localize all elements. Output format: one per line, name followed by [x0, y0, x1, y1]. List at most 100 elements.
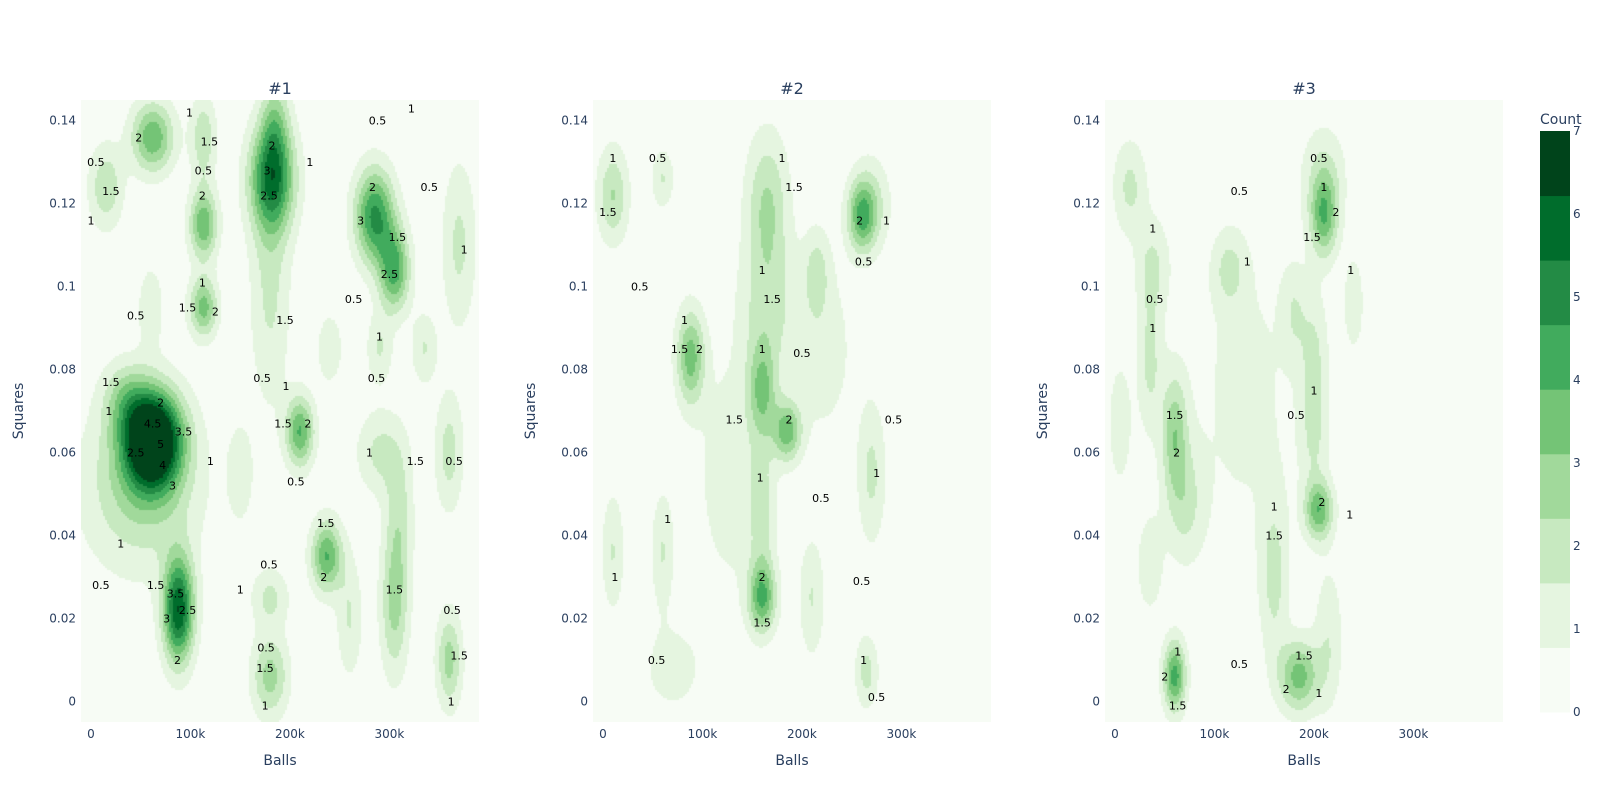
- contour-label: 2: [1283, 683, 1290, 696]
- contour-label: 1.5: [389, 231, 407, 244]
- contour-label: 0.5: [868, 691, 886, 704]
- y-tick-label: 0.04: [561, 528, 588, 542]
- contour-heatmap: [593, 100, 991, 722]
- y-tick-label: 0.06: [561, 445, 588, 459]
- contour-label: 1: [873, 467, 880, 480]
- contour-label: 1: [376, 330, 383, 343]
- contour-label: 0.5: [369, 115, 387, 128]
- y-tick-label: 0.12: [1073, 197, 1100, 211]
- contour-label: 1.5: [407, 455, 425, 468]
- y-axis-title: Squares: [523, 383, 539, 440]
- colorbar-tick-label: 1: [1573, 622, 1581, 636]
- contour-label: 2: [696, 343, 703, 356]
- y-tick-label: 0.14: [49, 114, 76, 128]
- contour-label: 1.5: [1295, 650, 1313, 663]
- contour-label: 2: [157, 397, 164, 410]
- contour-label: 1: [461, 243, 468, 256]
- contour-label: 1: [1244, 256, 1251, 269]
- contour-heatmap: [81, 100, 479, 722]
- x-tick-label: 0: [599, 727, 607, 741]
- subplot-title: #1: [268, 79, 292, 98]
- contour-label: 1.5: [599, 206, 617, 219]
- contour-label: 1: [757, 471, 764, 484]
- colorbar-tick-label: 6: [1573, 207, 1581, 221]
- contour-fill: [593, 100, 991, 722]
- contour-label: 1.5: [1265, 529, 1283, 542]
- contour-label: 1: [448, 695, 455, 708]
- contour-label: 2: [856, 214, 863, 227]
- contour-label: 2.5: [381, 268, 399, 281]
- contour-label: 3: [357, 214, 364, 227]
- x-tick-label: 100k: [688, 727, 718, 741]
- y-tick-label: 0.1: [57, 280, 76, 294]
- colorbar-band: [1540, 518, 1570, 584]
- contour-label: 1: [117, 538, 124, 551]
- x-tick-label: 200k: [1299, 727, 1329, 741]
- y-axis-title: Squares: [1035, 383, 1051, 440]
- contour-label: 0.5: [648, 654, 666, 667]
- contour-label: 1: [1271, 500, 1278, 513]
- contour-label: 2: [135, 131, 142, 144]
- colorbar-band: [1540, 131, 1570, 197]
- contour-label: 0.5: [1310, 152, 1328, 165]
- subplot-1: #1 0 100k 200k 300k 0 0.02 0.04 0.06 0.08 0.1 0.12 0…: [11, 79, 479, 769]
- y-tick-label: 0.14: [561, 114, 588, 128]
- contour-label: 0.5: [443, 604, 461, 617]
- colorbar-tick-label: 0: [1573, 705, 1581, 719]
- colorbar-band: [1540, 453, 1570, 519]
- y-tick-label: 0.06: [49, 445, 76, 459]
- x-tick-label: 0: [1111, 727, 1119, 741]
- contour-label: 1: [779, 152, 786, 165]
- contour-label: 1.5: [276, 314, 294, 327]
- y-tick-label: 0.08: [49, 363, 76, 377]
- colorbar-band: [1540, 389, 1570, 455]
- y-tick-label: 0.02: [1073, 611, 1100, 625]
- contour-label: 1: [262, 699, 269, 712]
- contour-label: 3: [264, 164, 271, 177]
- colorbar-band: [1540, 324, 1570, 390]
- contour-label: 2: [174, 654, 181, 667]
- contour-label: 0.5: [885, 413, 903, 426]
- y-tick-label: 0.04: [49, 528, 76, 542]
- contour-label: 1: [1310, 384, 1317, 397]
- x-axis-title: Balls: [775, 753, 808, 769]
- contour-label: 1: [199, 276, 206, 289]
- contour-label: 0.5: [1231, 658, 1249, 671]
- contour-label: 1.5: [386, 583, 404, 596]
- subplots: #1 0 100k 200k 300k 0 0.02 0.04 0.06 0.08 0.1 0.12 0…: [11, 79, 1503, 769]
- contour-label: 0.5: [260, 558, 278, 571]
- contour-label: 0.5: [1287, 409, 1305, 422]
- subplot-3: #3 0 100k 200k 300k 0 0.02 0.04 0.06 0.08 0.1 0.12 0…: [1035, 79, 1503, 769]
- x-tick-label: 300k: [887, 727, 917, 741]
- contour-label: 0.5: [345, 293, 363, 306]
- colorbar-tick-label: 2: [1573, 539, 1581, 553]
- x-tick-label: 300k: [1399, 727, 1429, 741]
- contour-label: 2.5: [179, 604, 197, 617]
- contour-label: 0.5: [445, 455, 463, 468]
- contour-label: 0.5: [649, 152, 667, 165]
- contour-label: 2: [1161, 670, 1168, 683]
- contour-label: 1: [759, 264, 766, 277]
- contour-label: 1: [282, 380, 289, 393]
- contour-label: 3.5: [167, 587, 185, 600]
- contour-label: 0.5: [368, 372, 386, 385]
- contour-label: 3: [169, 480, 176, 493]
- contour-label: 1: [1315, 687, 1322, 700]
- contour-label: 1: [883, 214, 890, 227]
- contour-label: 1.5: [785, 181, 803, 194]
- contour-label: 1: [87, 214, 94, 227]
- contour-label: 0.5: [853, 575, 871, 588]
- contour-label: 0.5: [631, 281, 649, 294]
- colorbar-band: [1540, 582, 1570, 648]
- contour-label: 2.5: [260, 189, 278, 202]
- contour-label: 1: [207, 455, 214, 468]
- y-tick-label: 0.02: [49, 611, 76, 625]
- contour-label: 0.5: [92, 579, 110, 592]
- contour-label: 1.5: [726, 413, 744, 426]
- colorbar-band: [1540, 647, 1570, 713]
- contour-label: 2: [212, 305, 219, 318]
- y-tick-label: 0.08: [1073, 363, 1100, 377]
- subplot-2: #2 0 100k 200k 300k 0 0.02 0.04 0.06 0.08 0.1 0.12 0…: [523, 79, 991, 769]
- contour-label: 2: [269, 140, 276, 153]
